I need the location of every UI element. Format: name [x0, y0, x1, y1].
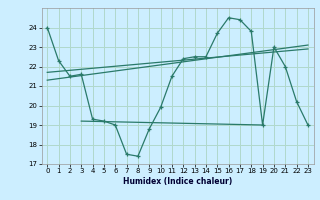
X-axis label: Humidex (Indice chaleur): Humidex (Indice chaleur)	[123, 177, 232, 186]
